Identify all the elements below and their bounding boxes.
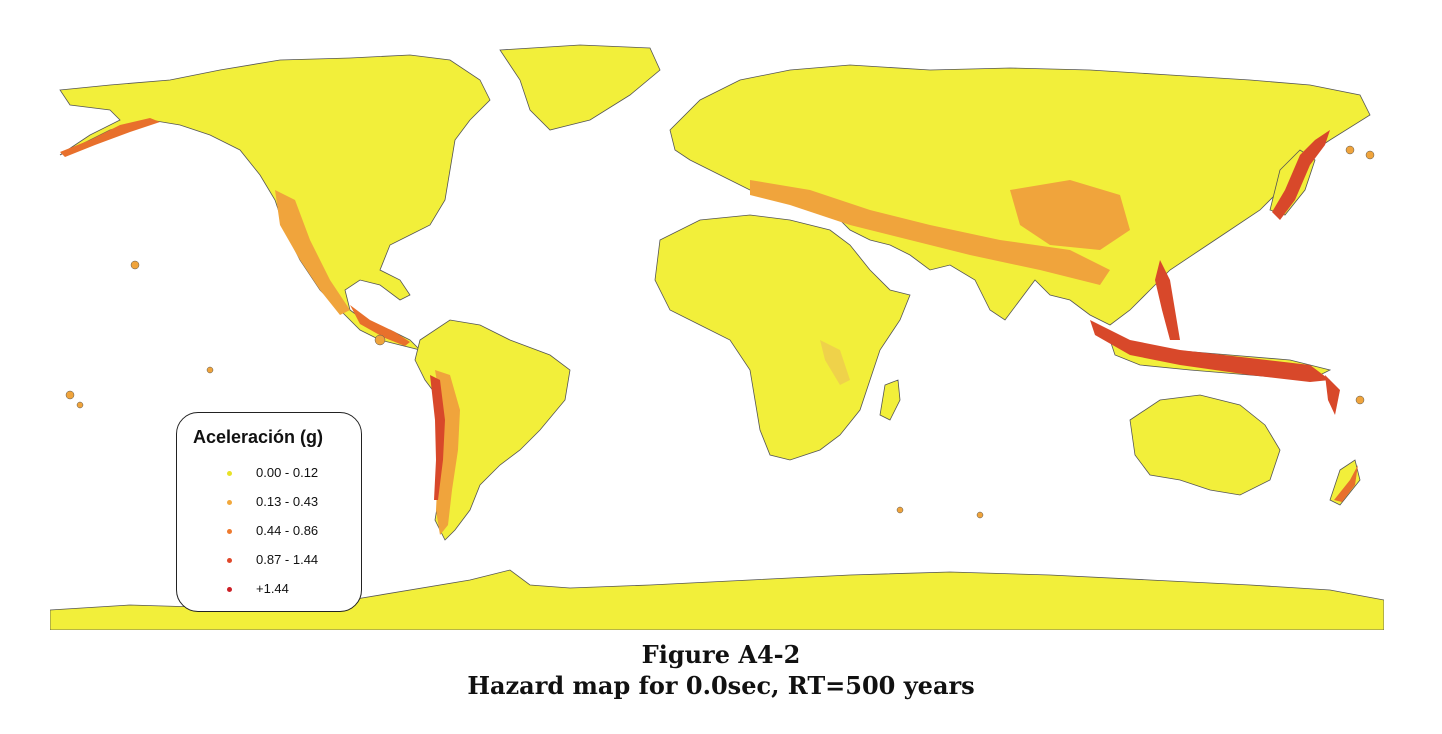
hazard-philippines <box>1155 260 1180 340</box>
figure-caption: Figure A4-2 Hazard map for 0.0sec, RT=50… <box>0 640 1442 702</box>
hazard-east-africa <box>820 340 850 385</box>
hazard-new-zealand <box>1334 465 1358 502</box>
hazard-central-america <box>350 305 410 346</box>
hazard-indonesia <box>1090 320 1330 382</box>
legend-item: 0.13 - 0.43 <box>227 494 318 510</box>
legend-label: 0.13 - 0.43 <box>256 494 319 509</box>
legend-item: 0.87 - 1.44 <box>227 552 318 568</box>
figure-title: Hazard map for 0.0sec, RT=500 years <box>467 671 975 700</box>
legend-swatch <box>227 500 232 506</box>
island <box>374 334 386 346</box>
hazard-alaska <box>60 118 160 157</box>
island <box>130 260 140 270</box>
hazard-japan <box>1272 130 1330 220</box>
world-hazard-map <box>50 44 1384 630</box>
madagascar <box>879 379 901 421</box>
island <box>1345 145 1355 155</box>
new-zealand <box>1329 459 1361 506</box>
island <box>1365 150 1375 160</box>
north-america <box>59 54 491 351</box>
hazard-melanesia <box>1325 375 1340 415</box>
antarctica <box>50 569 1384 630</box>
legend-swatch <box>227 529 232 535</box>
legend-swatch <box>227 471 232 477</box>
legend: Aceleración (g) 0.00 - 0.12 0.13 - 0.43 … <box>176 412 362 612</box>
legend-title: Aceleración (g) <box>193 427 324 447</box>
hazard-china <box>1010 180 1130 250</box>
hazard-alpide <box>750 180 1110 285</box>
legend-swatch <box>227 587 232 593</box>
island <box>206 366 214 374</box>
island <box>896 506 904 514</box>
island <box>65 390 75 400</box>
legend-label: +1.44 <box>256 581 289 596</box>
hazard-west-america <box>275 190 350 315</box>
island <box>1355 395 1365 405</box>
island <box>76 401 84 409</box>
legend-swatch <box>227 558 232 564</box>
legend-label: 0.00 - 0.12 <box>256 465 319 480</box>
island <box>976 511 984 519</box>
legend-label: 0.87 - 1.44 <box>256 552 319 567</box>
legend-item: 0.00 - 0.12 <box>227 465 318 481</box>
greenland <box>499 44 661 131</box>
hazard-andes-high <box>430 375 445 500</box>
africa <box>654 214 911 461</box>
hazard-zones <box>60 118 1358 535</box>
australia <box>1129 394 1281 496</box>
pacific-islands <box>65 145 1375 519</box>
legend-label: 0.44 - 0.86 <box>256 523 319 538</box>
legend-item: +1.44 <box>227 581 289 597</box>
figure-label: Figure A4-2 <box>641 640 801 669</box>
legend-item: 0.44 - 0.86 <box>227 523 318 539</box>
